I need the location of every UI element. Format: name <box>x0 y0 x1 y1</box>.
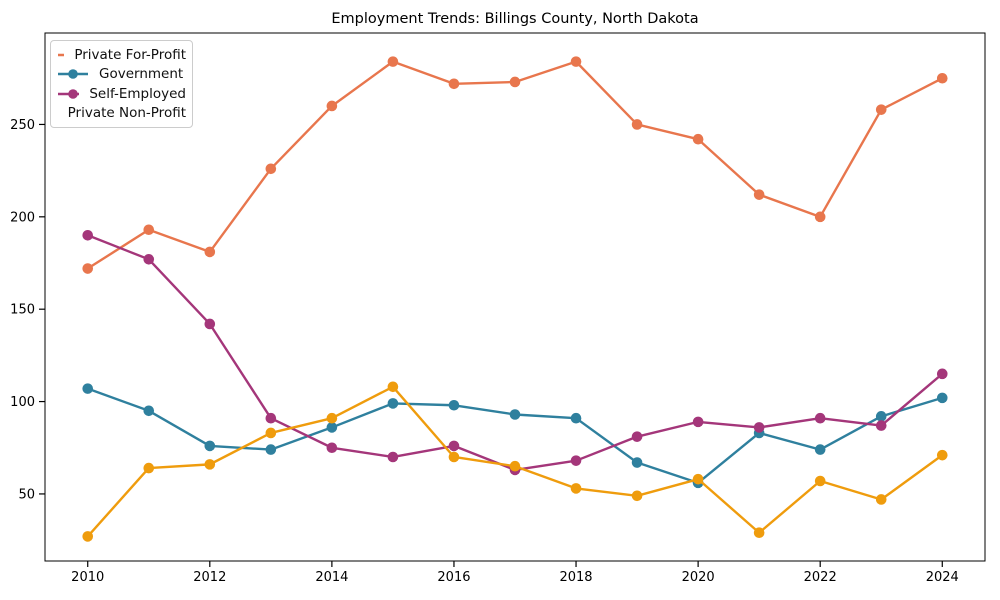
data-point-marker-government <box>265 444 277 455</box>
plot-series <box>82 56 948 542</box>
y-axis-tick-label: 200 <box>10 210 35 225</box>
data-point-marker-private-for-profit <box>875 104 887 115</box>
legend-item-self-employed: Self-Employed <box>57 84 186 104</box>
data-point-marker-private-non-profit <box>692 473 704 485</box>
x-axis-tick-label: 2020 <box>682 570 715 585</box>
data-point-marker-private-non-profit <box>631 490 643 502</box>
data-point-marker-self-employed <box>631 431 643 442</box>
data-point-marker-private-for-profit <box>265 163 277 175</box>
data-point-marker-government <box>387 398 399 409</box>
y-axis-tick-label: 150 <box>10 303 35 318</box>
series-line-private-for-profit <box>86 60 944 270</box>
x-axis-tick-label: 2010 <box>71 570 104 585</box>
y-axis-tick-label: 250 <box>10 118 35 133</box>
data-point-marker-private-non-profit <box>570 483 582 494</box>
data-point-marker-government <box>82 383 94 394</box>
data-point-marker-self-employed <box>570 455 582 466</box>
plot-border <box>44 32 986 562</box>
data-point-marker-self-employed <box>265 412 277 424</box>
y-axis-tick-label: 50 <box>18 487 35 502</box>
x-axis-tick-label: 2018 <box>559 570 592 585</box>
data-point-marker-private-non-profit <box>936 449 948 461</box>
data-point-marker-private-for-profit <box>509 76 521 88</box>
data-point-marker-self-employed <box>82 229 94 241</box>
legend-label: Government <box>99 66 184 83</box>
data-point-marker-private-non-profit <box>143 462 155 474</box>
x-axis-tick-label: 2024 <box>926 570 959 585</box>
legend-item-private-for-profit: Private For-Profit <box>57 45 186 65</box>
data-point-marker-private-non-profit <box>509 460 521 472</box>
x-axis-tick-label: 2022 <box>804 570 837 585</box>
chart-title: Employment Trends: Billings County, Nort… <box>331 11 698 27</box>
data-point-marker-government <box>936 392 948 404</box>
legend-swatch-dot <box>68 88 78 99</box>
data-point-marker-self-employed <box>387 451 399 463</box>
x-axis-tick-label: 2016 <box>437 570 470 585</box>
data-point-marker-self-employed <box>448 440 460 452</box>
data-point-marker-private-for-profit <box>692 133 704 145</box>
data-point-marker-self-employed <box>326 442 338 454</box>
axes: 2010 2012 2014 2016 2018 2020 2022 2024 50 100 150… <box>10 32 986 585</box>
legend-line-marker-icon <box>57 107 58 119</box>
legend-label: Private Non-Profit <box>67 105 186 122</box>
data-point-marker-private-non-profit <box>204 459 216 470</box>
data-point-marker-private-for-profit <box>570 56 582 67</box>
x-axis-tick-label: 2014 <box>315 570 348 585</box>
data-point-marker-private-non-profit <box>448 451 460 463</box>
legend-label: Private For-Profit <box>74 46 186 63</box>
data-point-marker-government <box>631 457 643 468</box>
legend-item-private-non-profit: Private Non-Profit <box>57 104 186 124</box>
data-point-marker-private-for-profit <box>753 189 765 200</box>
data-point-marker-private-non-profit <box>814 475 826 487</box>
data-point-marker-private-for-profit <box>326 100 338 112</box>
data-point-marker-private-for-profit <box>631 119 643 130</box>
data-point-marker-self-employed <box>814 412 826 424</box>
data-point-marker-government <box>143 405 155 417</box>
data-point-marker-private-non-profit <box>753 527 765 539</box>
data-point-marker-government <box>448 399 460 411</box>
data-point-marker-private-non-profit <box>875 494 887 505</box>
x-axis-tick-label: 2012 <box>193 570 226 585</box>
data-point-marker-private-for-profit <box>387 56 399 67</box>
data-point-marker-self-employed <box>204 318 216 330</box>
data-point-marker-government <box>326 422 338 433</box>
data-point-marker-private-for-profit <box>936 72 948 84</box>
legend-swatch-dot <box>68 69 78 80</box>
data-point-marker-self-employed <box>936 368 948 380</box>
data-point-marker-private-for-profit <box>814 211 826 223</box>
data-point-marker-self-employed <box>875 420 887 431</box>
data-point-marker-government <box>814 444 826 455</box>
legend-label: Self-Employed <box>89 85 186 102</box>
legend: Private For-Profit Government Self-Employe… <box>50 40 193 128</box>
legend-line-marker-icon <box>58 88 80 99</box>
data-point-marker-private-non-profit <box>265 427 277 439</box>
legend-item-government: Government <box>57 65 186 85</box>
data-point-marker-self-employed <box>753 422 765 433</box>
data-point-marker-private-for-profit <box>204 246 216 258</box>
legend-line-marker-icon <box>58 53 65 56</box>
data-point-marker-government <box>570 412 582 424</box>
data-point-marker-private-non-profit <box>82 531 94 542</box>
data-point-marker-private-non-profit <box>387 381 399 393</box>
series-line-self-employed <box>86 234 944 472</box>
data-point-marker-self-employed <box>143 254 155 265</box>
y-axis-tick-label: 100 <box>10 395 35 410</box>
data-point-marker-private-for-profit <box>82 263 94 274</box>
legend-line-marker-icon <box>58 69 88 80</box>
data-point-marker-government <box>509 409 521 420</box>
data-point-marker-private-for-profit <box>448 78 460 90</box>
data-point-marker-private-non-profit <box>326 412 338 424</box>
data-point-marker-private-for-profit <box>143 224 155 236</box>
data-point-marker-government <box>875 411 887 422</box>
data-point-marker-government <box>204 440 216 452</box>
data-point-marker-self-employed <box>692 416 704 428</box>
